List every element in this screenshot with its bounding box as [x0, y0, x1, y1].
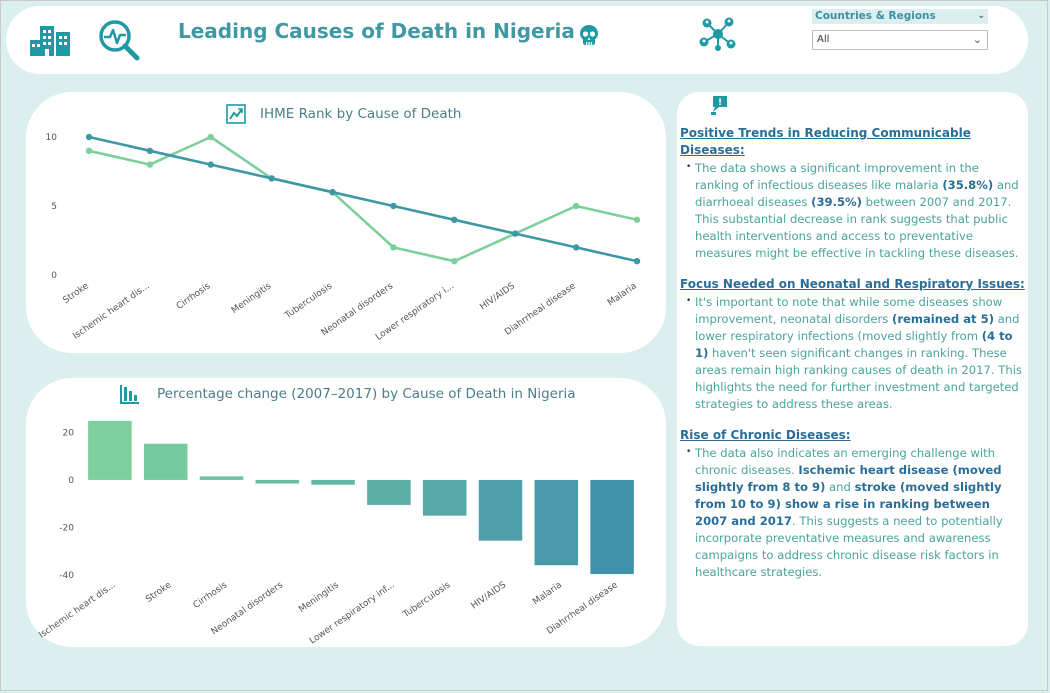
bar: [143, 443, 188, 480]
x-tick-label: Malaria: [606, 281, 639, 308]
series-line: [88, 135, 638, 263]
slicer-label: Countries & Regions: [815, 10, 936, 22]
x-tick-label: HIV/AIDS: [470, 580, 509, 611]
x-tick-label: Meningitis: [230, 281, 274, 316]
rank-chart-panel: [26, 92, 666, 353]
bar: [311, 479, 355, 485]
insight-heading: Positive Trends in Reducing Communicable…: [680, 126, 971, 157]
insight-section-communicable: Positive Trends in Reducing Communicable…: [680, 125, 1025, 262]
bar: [422, 479, 467, 516]
y-tick-label: -40: [59, 571, 74, 581]
insights-text: Positive Trends in Reducing Communicable…: [680, 125, 1025, 595]
data-point: [572, 244, 580, 251]
x-tick-label: Malaria: [531, 580, 564, 607]
network-icon[interactable]: [698, 16, 738, 52]
bar: [478, 479, 523, 541]
data-point: [633, 258, 641, 265]
x-tick-label: Tuberculosis: [401, 580, 453, 621]
slicer-header[interactable]: Countries & Regions ⌄: [812, 9, 988, 24]
insight-paragraph: The data shows a significant improvement…: [680, 159, 1025, 262]
x-tick-label: Ischemic heart dis...: [37, 580, 117, 640]
page-title: Leading Causes of Death in Nigeria: [178, 19, 575, 43]
x-tick-label: HIV/AIDS: [478, 281, 517, 312]
x-tick-label: Meningitis: [297, 580, 341, 615]
buildings-icon[interactable]: [30, 24, 70, 56]
slicer-selected-value: All: [817, 34, 830, 45]
bar-chart-icon: [120, 385, 139, 404]
x-tick-label: Stroke: [61, 281, 91, 306]
bar: [255, 479, 300, 484]
x-tick-label: Stroke: [144, 580, 174, 605]
bar: [88, 420, 132, 480]
bar: [534, 479, 579, 566]
data-point: [146, 147, 154, 154]
data-point: [85, 133, 93, 141]
x-tick-label: Cirrhosis: [175, 281, 213, 312]
insight-heading: Rise of Chronic Diseases:: [680, 428, 851, 442]
data-point: [390, 244, 397, 251]
data-point: [268, 175, 275, 182]
y-tick-label: 20: [63, 428, 75, 438]
data-point: [207, 133, 214, 141]
chevron-down-icon[interactable]: ⌄: [977, 11, 985, 21]
line-chart-icon: [226, 104, 246, 124]
skull-icon[interactable]: [579, 24, 599, 46]
insight-heading: Focus Needed on Neonatal and Respiratory…: [680, 277, 1025, 291]
rank-chart-title: IHME Rank by Cause of Death: [260, 106, 462, 122]
y-tick-label: 0: [51, 271, 57, 281]
heartbeat-search-icon[interactable]: [98, 19, 140, 61]
insight-chat-icon: !: [711, 96, 727, 115]
percentage-bar-chart[interactable]: -40 -20 0 20 Ischemic heart dis... Stroke Cirr…: [26, 378, 666, 647]
data-point: [329, 189, 336, 196]
series-line: [88, 135, 638, 263]
data-point: [451, 216, 458, 223]
data-point: [390, 202, 397, 210]
x-tick-label: Cirrhosis: [192, 580, 230, 611]
x-tick-label: Tuberculosis: [283, 281, 335, 322]
countries-regions-dropdown[interactable]: All ⌄: [812, 30, 988, 50]
insight-section-chronic: Rise of Chronic Diseases: The data also …: [680, 427, 1025, 581]
bar: [590, 479, 634, 575]
percentage-chart-title: Percentage change (2007–2017) by Cause o…: [157, 386, 576, 402]
y-tick-label: 0: [68, 476, 74, 486]
y-tick-label: 10: [46, 133, 58, 143]
chevron-down-icon[interactable]: ⌄: [972, 33, 982, 46]
bar: [199, 476, 244, 480]
y-tick-label: 5: [51, 202, 57, 212]
insight-section-neonatal: Focus Needed on Neonatal and Respiratory…: [680, 276, 1025, 413]
data-point: [572, 202, 580, 210]
bar: [367, 479, 411, 505]
data-point: [633, 216, 641, 223]
data-point: [85, 147, 93, 154]
data-point: [451, 258, 458, 265]
y-tick-label: -20: [59, 524, 74, 534]
data-point: [146, 161, 154, 168]
svg-text:!: !: [718, 98, 722, 108]
data-point: [512, 230, 519, 237]
insight-paragraph: The data also indicates an emerging chal…: [680, 444, 1025, 581]
insight-paragraph: It's important to note that while some d…: [680, 293, 1025, 413]
data-point: [207, 161, 214, 168]
